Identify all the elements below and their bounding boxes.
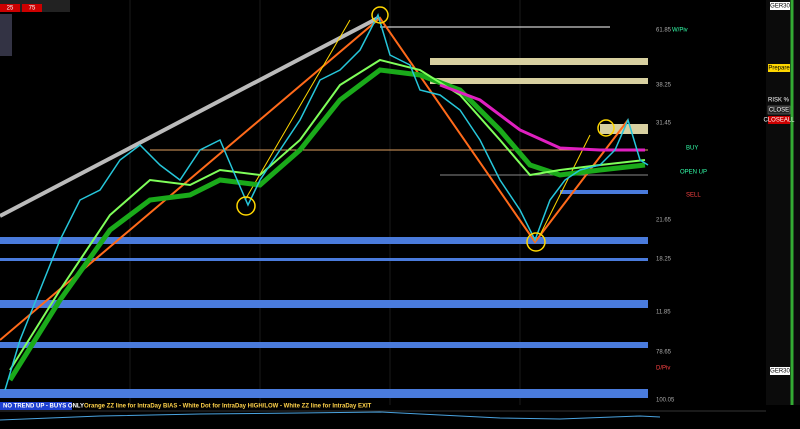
signal-label: BUY bbox=[686, 146, 698, 152]
price-label: 18.25 bbox=[656, 257, 672, 263]
price-label: 100.05 bbox=[656, 398, 675, 404]
price-label: 31.45 bbox=[656, 121, 672, 127]
zigzag-line bbox=[0, 16, 629, 341]
symbol-box bbox=[770, 367, 790, 375]
button[interactable] bbox=[768, 116, 790, 124]
symbol: GER30 bbox=[770, 4, 790, 10]
price-label: 21.65 bbox=[656, 218, 672, 224]
button-label[interactable]: Prepare bbox=[768, 66, 790, 72]
pivot-label: D/Piv bbox=[656, 366, 670, 372]
tool-strip bbox=[0, 14, 12, 56]
symbol-box bbox=[770, 2, 790, 10]
price-line bbox=[4, 13, 649, 391]
button[interactable] bbox=[767, 105, 791, 115]
price-labels: 61.85 38.25 31.45 21.65 18.25 11.85 78.6… bbox=[656, 28, 675, 404]
risk-label: RISK % bbox=[768, 98, 790, 104]
trend-status: NO TREND UP - BUYS ONLY bbox=[3, 404, 84, 410]
legend-note: Orange ZZ line for IntraDay BIAS - White… bbox=[84, 404, 372, 410]
button[interactable] bbox=[768, 64, 790, 72]
trend-box bbox=[0, 402, 72, 410]
arrow bbox=[244, 19, 351, 201]
price-label: 61.85 bbox=[656, 28, 672, 34]
ma-line bbox=[9, 58, 646, 371]
price-label: 38.25 bbox=[656, 83, 672, 89]
highlights bbox=[236, 6, 615, 252]
indicator-line bbox=[0, 411, 661, 421]
signal-label: OPEN UP bbox=[680, 170, 707, 176]
price-label: 11.85 bbox=[656, 310, 671, 316]
button-label[interactable]: CLOSE bbox=[769, 108, 789, 114]
signal-label: SELL bbox=[686, 193, 701, 199]
sidebar bbox=[766, 0, 800, 405]
ma-line bbox=[439, 83, 645, 152]
ma-band bbox=[7, 67, 646, 382]
grid bbox=[129, 0, 521, 405]
symbol: GER30 bbox=[770, 369, 790, 375]
button-label[interactable]: CLOSEALL bbox=[763, 118, 795, 124]
value-box bbox=[0, 4, 20, 12]
left-value: 25 bbox=[7, 6, 14, 12]
pivot-label: W/Piv bbox=[672, 28, 688, 34]
arrow bbox=[539, 134, 591, 236]
trend-line bbox=[0, 16, 379, 218]
left-value: 75 bbox=[29, 6, 36, 12]
value-box bbox=[22, 4, 42, 12]
price-label: 78.65 bbox=[656, 350, 672, 356]
